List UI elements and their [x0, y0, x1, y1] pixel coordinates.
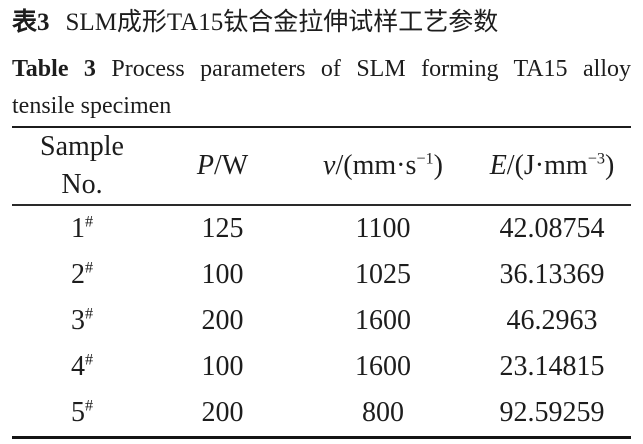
- table-body: 1# 125 1100 42.08754 2# 100 1025 36.1336…: [12, 205, 631, 438]
- speed-unit-pre: /(mm·s: [335, 150, 417, 181]
- speed-symbol: v: [323, 150, 336, 181]
- sample-no-cell: 3#: [12, 298, 152, 344]
- sample-number: 4: [70, 351, 85, 382]
- power-unit: /W: [213, 150, 249, 181]
- sample-header-line1: Sample: [40, 131, 124, 162]
- energy-density-cell: 46.2963: [506, 305, 598, 336]
- scan-speed-cell: 800: [362, 397, 404, 428]
- energy-symbol: E: [489, 150, 507, 181]
- sample-no-cell: 4#: [12, 344, 152, 390]
- laser-power-cell: 200: [201, 397, 244, 428]
- table-row: 5# 200 800 92.59259: [12, 390, 631, 438]
- energy-density-cell: 92.59259: [499, 397, 605, 428]
- hash-superscript: #: [84, 304, 94, 323]
- col-header-laser-power: P/W: [152, 127, 293, 206]
- col-header-energy-density: E/(J·mm−3): [473, 127, 631, 206]
- energy-density-cell: 36.13369: [499, 259, 605, 290]
- scan-speed-cell: 1600: [355, 351, 411, 382]
- energy-density-cell: 42.08754: [499, 213, 605, 244]
- col-header-sample-no: Sample No.: [12, 127, 152, 206]
- table-row: 1# 125 1100 42.08754: [12, 205, 631, 252]
- col-header-scan-speed: v/(mm·s−1): [293, 127, 473, 206]
- table-row: 2# 100 1025 36.13369: [12, 252, 631, 298]
- speed-unit-exponent: −1: [416, 149, 434, 168]
- table-number-en: Table 3: [12, 56, 96, 82]
- hash-superscript: #: [84, 396, 94, 415]
- laser-power-cell: 200: [201, 305, 244, 336]
- power-symbol: P: [196, 150, 214, 181]
- process-parameters-table: Sample No. P/W v/(mm·s−1) E/(J·mm−3) 1# …: [12, 126, 631, 439]
- laser-power-cell: 125: [201, 213, 244, 244]
- sample-number: 1: [70, 213, 85, 244]
- table-caption-zh-text: SLM成形TA15钛合金拉伸试样工艺参数: [65, 9, 499, 36]
- sample-number: 3: [70, 305, 85, 336]
- laser-power-cell: 100: [201, 259, 244, 290]
- table-caption-en-line2: tensile specimen: [12, 93, 172, 119]
- hash-superscript: #: [84, 350, 94, 369]
- speed-unit-post: ): [433, 150, 443, 181]
- header-row: Sample No. P/W v/(mm·s−1) E/(J·mm−3): [12, 127, 631, 206]
- table-caption-en-text: Process parameters of SLM forming TA15 a…: [111, 56, 631, 82]
- table-number-zh: 表3: [12, 9, 50, 36]
- table-caption-en: Table 3 Process parameters of SLM formin…: [12, 54, 631, 84]
- energy-density-cell: 23.14815: [499, 351, 605, 382]
- table-caption-zh: 表3 SLM成形TA15钛合金拉伸试样工艺参数: [12, 8, 631, 38]
- sample-number: 2: [70, 259, 85, 290]
- sample-header-line2: No.: [61, 169, 103, 200]
- scan-speed-cell: 1600: [355, 305, 411, 336]
- sample-no-cell: 2#: [12, 252, 152, 298]
- laser-power-cell: 100: [201, 351, 244, 382]
- hash-superscript: #: [84, 258, 94, 277]
- scan-speed-cell: 1100: [355, 213, 411, 244]
- sample-no-cell: 5#: [12, 390, 152, 438]
- scan-speed-cell: 1025: [355, 259, 411, 290]
- hash-superscript: #: [84, 212, 94, 231]
- table-row: 4# 100 1600 23.14815: [12, 344, 631, 390]
- energy-unit-pre: /(J·mm: [506, 150, 588, 181]
- energy-unit-exponent: −3: [587, 149, 605, 168]
- energy-unit-post: ): [604, 150, 615, 181]
- table-row: 3# 200 1600 46.2963: [12, 298, 631, 344]
- sample-no-cell: 1#: [12, 205, 152, 252]
- sample-number: 5: [70, 397, 85, 428]
